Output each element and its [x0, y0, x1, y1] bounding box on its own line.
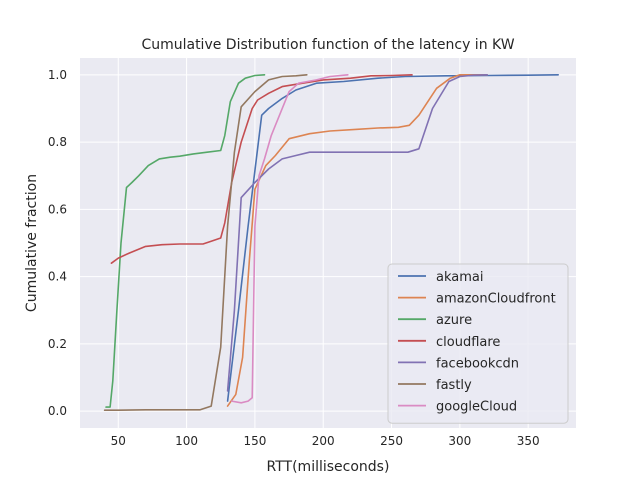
y-tick-label: 1.0 [48, 68, 67, 82]
series-line-facebookcdn [226, 74, 489, 392]
series-line-googleCloud [230, 74, 349, 404]
chart-title: Cumulative Distribution function of the … [141, 37, 514, 53]
x-tick-label: 250 [380, 434, 403, 448]
x-tick-label: 100 [175, 434, 198, 448]
x-tick-label: 300 [448, 434, 471, 448]
legend: akamai amazonCloudfront azure cloudflare fac… [387, 263, 569, 424]
x-tick-label: 200 [312, 434, 335, 448]
y-tick-label: 0.0 [48, 404, 67, 418]
y-tick-label: 0.2 [48, 337, 67, 351]
y-tick-label: 0.8 [48, 135, 67, 149]
series-line-azure [105, 74, 266, 408]
y-tick-label: 0.4 [48, 270, 67, 284]
y-axis-label: Cumulative fraction [24, 174, 40, 312]
legend-label-cloudflare: cloudflare [436, 335, 500, 350]
x-axis-ticks: 50 100 150 200 250 300 350 [111, 434, 540, 448]
legend-label-azure: azure [436, 313, 472, 328]
legend-label-amazonCloudfront: amazonCloudfront [436, 292, 556, 307]
x-tick-label: 150 [243, 434, 266, 448]
x-tick-label: 350 [517, 434, 540, 448]
legend-label-facebookcdn: facebookcdn [436, 356, 519, 371]
legend-box [387, 263, 569, 424]
series-line-fastly [103, 74, 308, 412]
y-tick-label: 0.6 [48, 202, 67, 216]
legend-label-fastly: fastly [436, 378, 472, 393]
series-lines [103, 74, 560, 412]
legend-label-akamai: akamai [436, 270, 483, 285]
legend-label-googleCloud: googleCloud [436, 400, 517, 415]
y-axis-ticks: 0.0 0.2 0.4 0.6 0.8 1.0 [48, 68, 67, 418]
series-line-amazonCloudfront [226, 74, 489, 407]
x-tick-label: 50 [111, 434, 126, 448]
x-axis-label: RTT(milliseconds) [267, 459, 390, 475]
